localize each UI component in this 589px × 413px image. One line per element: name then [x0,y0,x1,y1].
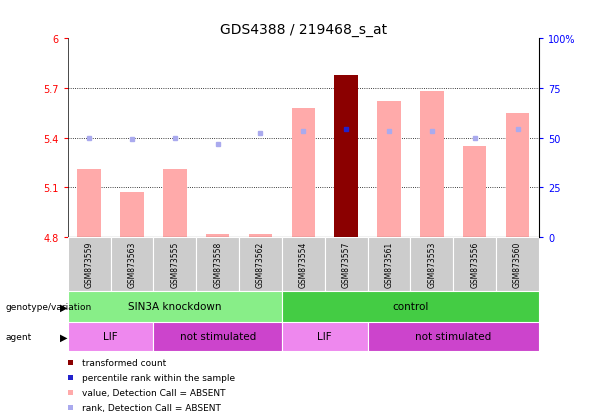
Bar [120,193,144,237]
Text: ▶: ▶ [60,301,67,312]
Text: not stimulated: not stimulated [415,332,491,342]
Text: control: control [392,301,429,312]
Bar [282,237,325,291]
Bar [411,237,454,291]
Text: GSM873556: GSM873556 [470,241,479,287]
Text: agent: agent [6,332,32,341]
Text: LIF: LIF [317,332,332,342]
Bar [325,237,368,291]
Text: GSM873563: GSM873563 [127,241,137,287]
Bar [282,322,368,351]
Text: GSM873554: GSM873554 [299,241,308,287]
Text: not stimulated: not stimulated [180,332,256,342]
Text: percentile rank within the sample: percentile rank within the sample [82,373,236,382]
Text: GSM873562: GSM873562 [256,241,265,287]
Bar [77,170,101,237]
Text: GSM873558: GSM873558 [213,241,222,287]
Text: GSM873555: GSM873555 [170,241,179,287]
Bar [163,170,187,237]
Text: genotype/variation: genotype/variation [6,302,92,311]
Bar [292,109,315,237]
Bar [335,76,358,237]
Text: GSM873559: GSM873559 [85,241,94,287]
Text: GSM873561: GSM873561 [385,241,393,287]
Bar [454,237,496,291]
Text: LIF: LIF [103,332,118,342]
Bar [153,237,196,291]
Bar [68,237,111,291]
Bar [420,92,444,237]
Text: SIN3A knockdown: SIN3A knockdown [128,301,221,312]
Bar [111,237,153,291]
Bar [68,322,153,351]
Text: value, Detection Call = ABSENT: value, Detection Call = ABSENT [82,388,226,397]
Title: GDS4388 / 219468_s_at: GDS4388 / 219468_s_at [220,23,387,37]
Bar [153,322,282,351]
Text: rank, Detection Call = ABSENT: rank, Detection Call = ABSENT [82,403,221,412]
Bar [368,237,411,291]
Bar [196,237,239,291]
Bar [463,147,487,237]
Bar [239,237,282,291]
Bar [206,234,230,237]
Bar [496,237,539,291]
Bar [506,114,530,237]
Text: GSM873553: GSM873553 [428,241,436,287]
Text: ▶: ▶ [60,332,67,342]
Text: GSM873557: GSM873557 [342,241,350,287]
Bar [68,291,282,322]
Text: GSM873560: GSM873560 [513,241,522,287]
Text: transformed count: transformed count [82,358,167,367]
Bar [249,234,272,237]
Bar [377,102,401,237]
Bar [368,322,539,351]
Bar [282,291,539,322]
